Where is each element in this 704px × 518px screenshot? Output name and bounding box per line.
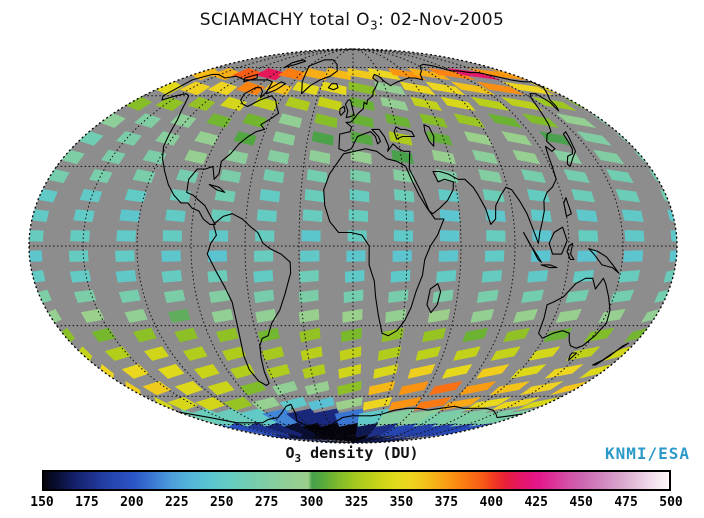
credit-label: KNMI/ESA xyxy=(604,444,690,463)
colorbar-tick: 250 xyxy=(209,495,234,510)
figure-title-suffix: : 02-Nov-2005 xyxy=(378,10,505,30)
colorbar-tick: 150 xyxy=(30,495,54,510)
colorbar-tick: 475 xyxy=(614,495,638,510)
colorbar-ticks: 150 175 200 225 250 275 300 325 350 375 400 425 450 4… xyxy=(0,495,704,513)
colorbar-tick: 450 xyxy=(569,495,593,510)
colorbar-tick: 350 xyxy=(389,495,414,510)
colorbar-label: O3 density (DU) xyxy=(285,444,419,465)
figure-title: SCIAMACHY total O3: 02-Nov-2005 xyxy=(0,10,704,32)
colorbar-tick: 300 xyxy=(299,495,324,510)
colorbar-tick: 500 xyxy=(659,495,683,510)
colorbar-tick: 425 xyxy=(524,495,548,510)
colorbar-tick: 200 xyxy=(120,495,144,510)
colorbar-tick: 400 xyxy=(479,495,504,510)
colorbar-tick: 375 xyxy=(434,495,459,510)
colorbar xyxy=(42,470,671,491)
colorbar-tick: 325 xyxy=(344,495,369,510)
colorbar-tick: 225 xyxy=(165,495,189,510)
colorbar-tick: 275 xyxy=(254,495,279,510)
colorbar-tick: 175 xyxy=(75,495,99,510)
figure-title-prefix: SCIAMACHY total O xyxy=(199,10,370,30)
figure-title-subscript: 3 xyxy=(369,18,379,33)
